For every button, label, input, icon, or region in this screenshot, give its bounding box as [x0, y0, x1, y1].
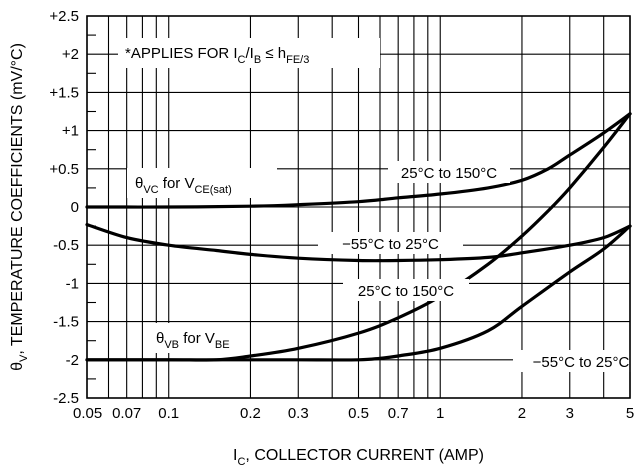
- y-tick-label: +1.5: [49, 84, 79, 101]
- y-tick-label: +2: [62, 46, 79, 63]
- applies-note: *APPLIES FOR IC/IB ≤ hFE/3: [125, 45, 309, 66]
- y-tick-label: -1.5: [53, 314, 79, 331]
- x-tick-label: 0.07: [112, 405, 141, 422]
- curves: [85, 112, 632, 362]
- x-tick-labels: 0.05 0.07 0.1 0.2 0.3 0.5 0.7 1 2 3 5: [73, 405, 634, 422]
- x-tick-label: 0.05: [73, 405, 102, 422]
- y-tick-label: -0.5: [53, 237, 79, 254]
- x-tick-label: 0.7: [388, 405, 409, 422]
- x-axis-label: IC, COLLECTOR CURRENT (AMP): [233, 447, 484, 468]
- x-tick-label: 0.3: [288, 405, 309, 422]
- x-tick-label: 2: [518, 405, 526, 422]
- x-tick-label: 0.1: [158, 405, 179, 422]
- y-tick-label: +1: [62, 123, 79, 140]
- y-tick-label: +2.5: [49, 8, 79, 25]
- y-tick-label: -1: [66, 275, 79, 292]
- y-tick-label: -2: [66, 352, 79, 369]
- y-axis-label: θV, TEMPERATURE COEFFICIENTS (mV/°C): [9, 43, 30, 371]
- series-label: 25°C to 150°C: [358, 283, 454, 300]
- chart-labels: *APPLIES FOR IC/IB ≤ hFE/3 θVC for VCE(sa…: [118, 38, 640, 372]
- y-tick-label: +0.5: [49, 161, 79, 178]
- plot-frame: [86, 15, 631, 399]
- series-line: [85, 223, 632, 263]
- theta-vb-label: θVB for VBE: [156, 330, 230, 351]
- y-tick-label: -2.5: [53, 390, 79, 407]
- x-tick-label: 3: [566, 405, 574, 422]
- theta-vc-label: θVC for VCE(sat): [135, 175, 232, 196]
- y-tick-label: 0: [71, 199, 79, 216]
- x-tick-label: 0.2: [240, 405, 261, 422]
- x-tick-label: 1: [436, 405, 444, 422]
- x-tick-label: 5: [626, 405, 634, 422]
- series-label: 25°C to 150°C: [401, 165, 497, 182]
- y-tick-labels: +2.5 +2 +1.5 +1 +0.5 0 -0.5 -1 -1.5 -2 -2.5: [49, 8, 79, 407]
- series-label: −55°C to 25°C: [533, 354, 630, 371]
- series-label: −55°C to 25°C: [342, 236, 439, 253]
- x-tick-label: 0.5: [348, 405, 369, 422]
- series-line: [85, 112, 632, 209]
- series-line: [85, 224, 632, 362]
